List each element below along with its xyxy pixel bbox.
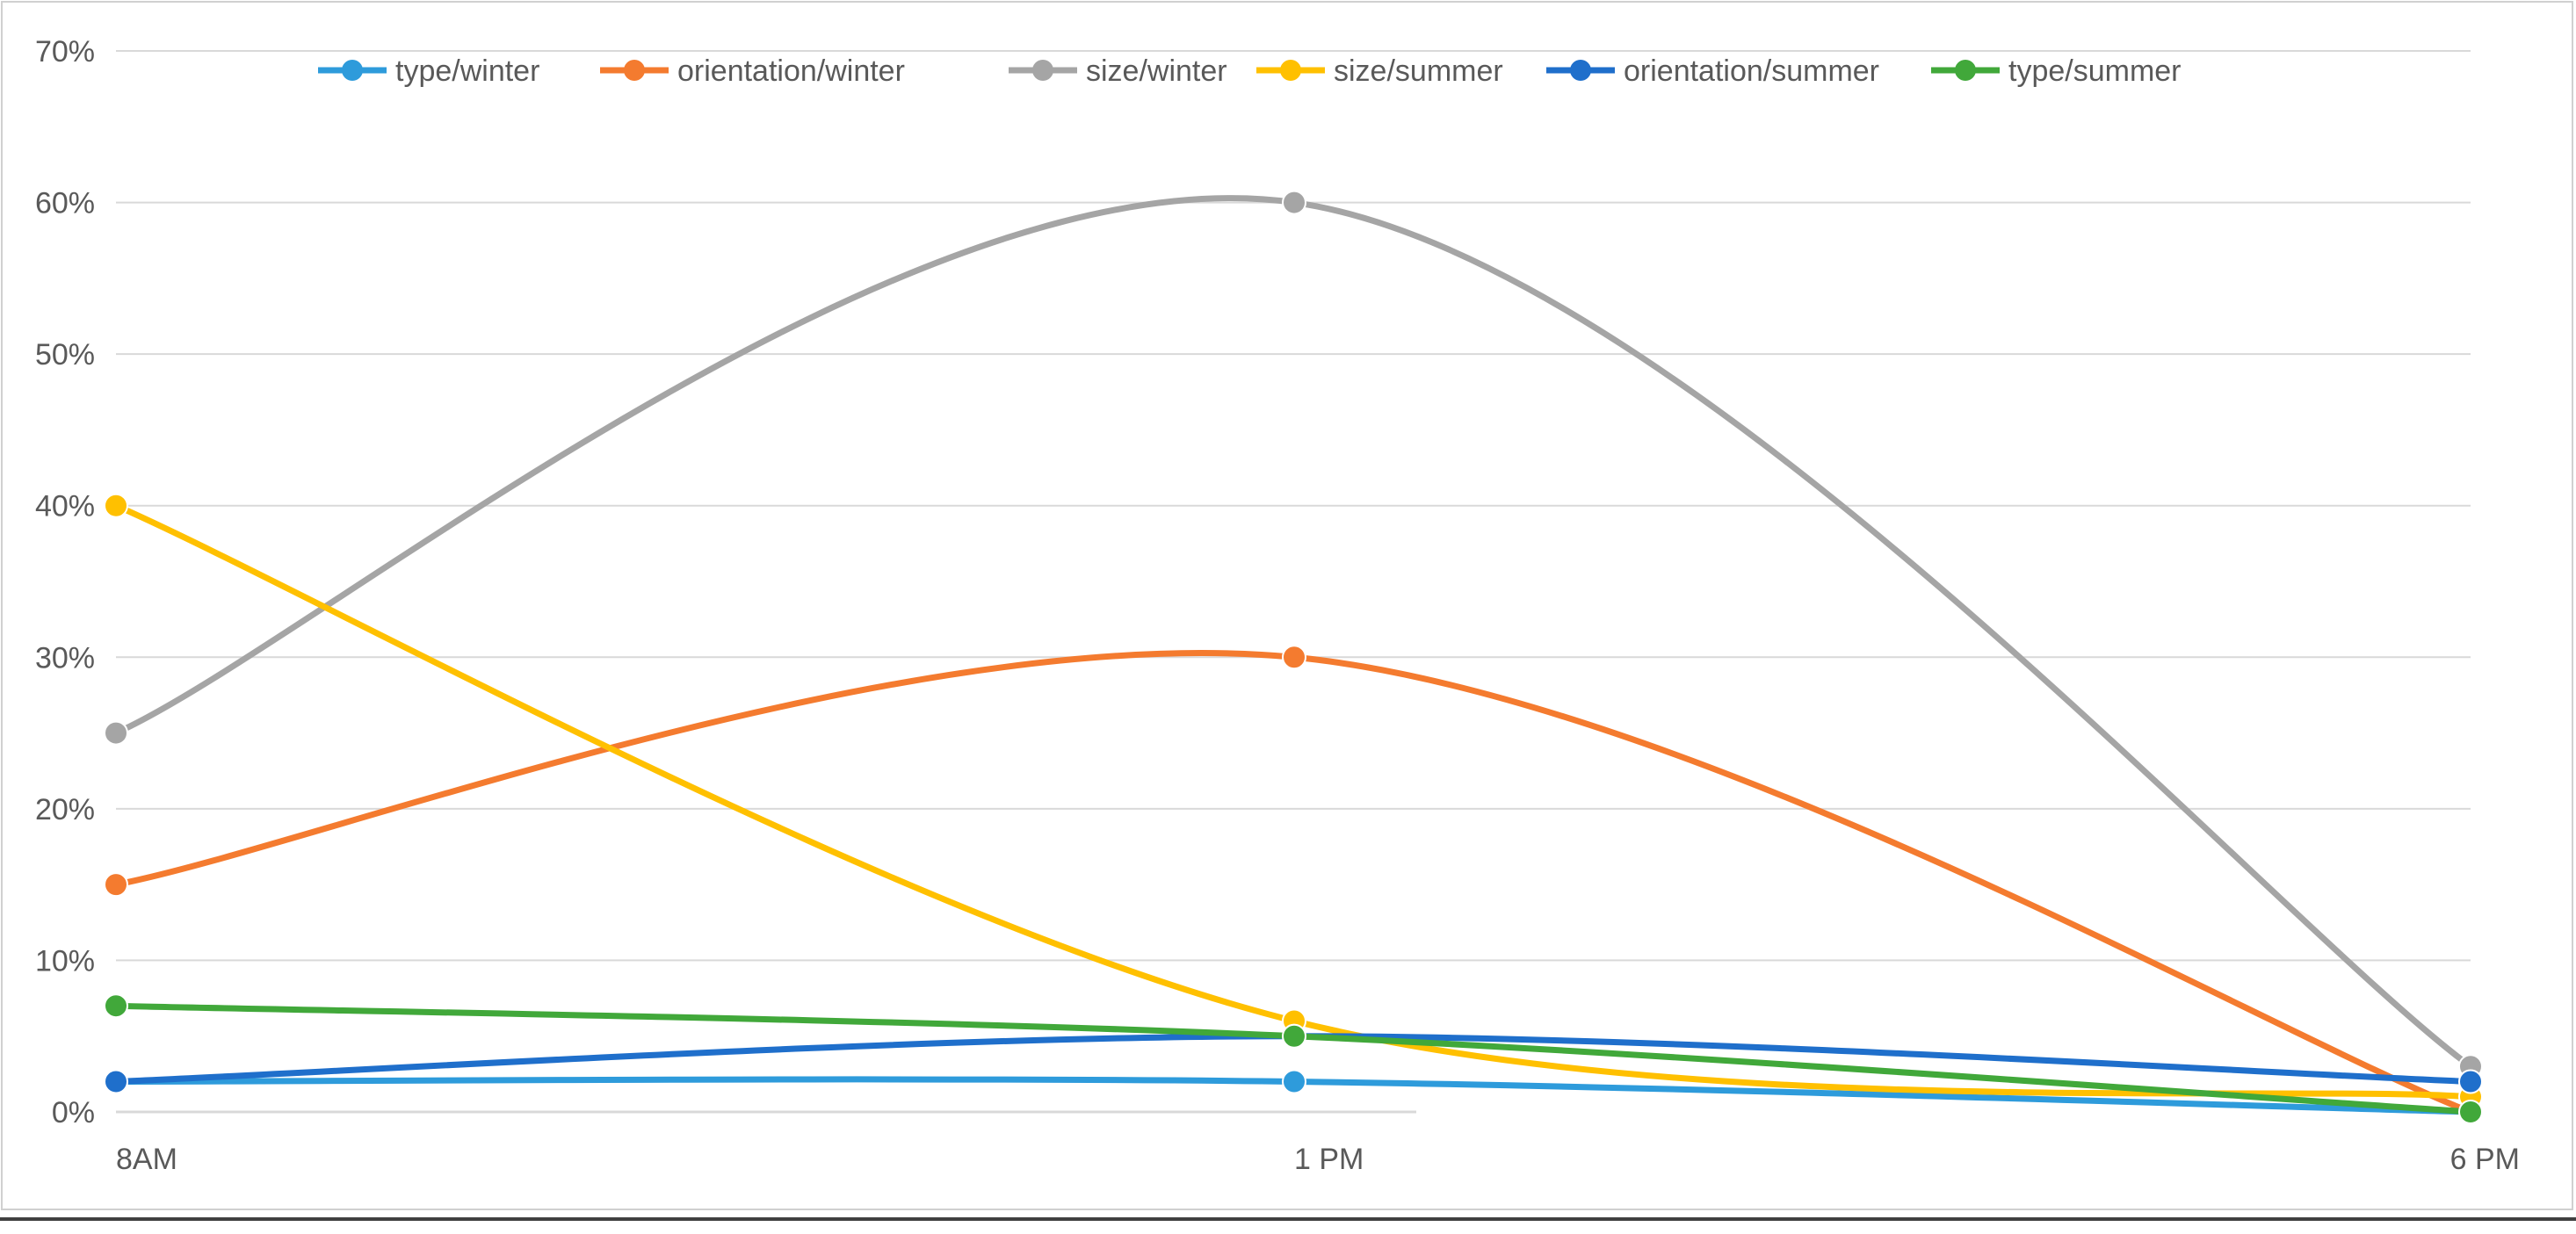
legend-swatch-marker <box>624 60 645 81</box>
chart-frame <box>1 1 2573 1210</box>
x-axis: 8AM 1 PM 6 PM <box>116 1143 2520 1176</box>
data-point <box>2458 1100 2483 1124</box>
grid-layer <box>116 50 2471 1114</box>
legend-label: size/winter <box>1086 54 1227 88</box>
x-tick-label: 6 PM <box>2450 1143 2520 1176</box>
legend-label: type/summer <box>2008 54 2182 88</box>
x-tick-label: 1 PM <box>1294 1143 1364 1176</box>
y-tick-label: 10% <box>35 944 95 978</box>
series-layer <box>104 190 2483 1124</box>
legend: type/winter orientation/winter size/winter… <box>318 54 2182 88</box>
y-tick-label: 50% <box>35 338 95 372</box>
legend-swatch-marker <box>1955 60 1976 81</box>
legend-item: orientation/winter <box>600 54 905 88</box>
legend-swatch-marker <box>1570 60 1591 81</box>
data-point <box>104 493 128 518</box>
data-point <box>1282 1069 1306 1094</box>
data-point <box>104 993 128 1019</box>
legend-item: type/winter <box>318 54 539 88</box>
y-tick-label: 70% <box>35 35 95 69</box>
legend-item: orientation/summer <box>1546 54 1879 88</box>
data-point <box>1282 645 1306 670</box>
data-point <box>1282 1023 1306 1049</box>
legend-label: type/winter <box>395 54 539 88</box>
data-point <box>1282 190 1306 215</box>
data-point <box>2458 1069 2483 1094</box>
series-size-winter <box>104 190 2483 1079</box>
legend-item: type/summer <box>1931 54 2182 88</box>
y-axis: 0% 10% 20% 30% 40% 50% 60% 70% <box>35 35 95 1129</box>
data-point <box>104 1069 128 1094</box>
legend-label: orientation/summer <box>1624 54 1879 88</box>
y-tick-label: 0% <box>52 1096 95 1129</box>
legend-swatch-marker <box>342 60 363 81</box>
y-tick-label: 60% <box>35 187 95 220</box>
x-tick-label: 8AM <box>116 1143 177 1176</box>
y-tick-label: 40% <box>35 490 95 523</box>
y-tick-label: 30% <box>35 641 95 675</box>
legend-swatch-marker <box>1280 60 1301 81</box>
data-point <box>104 872 128 898</box>
legend-label: size/summer <box>1334 54 1503 88</box>
series-type-summer <box>104 993 2483 1124</box>
legend-swatch-marker <box>1032 60 1053 81</box>
data-point <box>104 720 128 746</box>
legend-item: size/winter <box>1009 54 1227 88</box>
legend-item: size/summer <box>1256 54 1503 88</box>
legend-label: orientation/winter <box>677 54 905 88</box>
y-tick-label: 20% <box>35 793 95 826</box>
